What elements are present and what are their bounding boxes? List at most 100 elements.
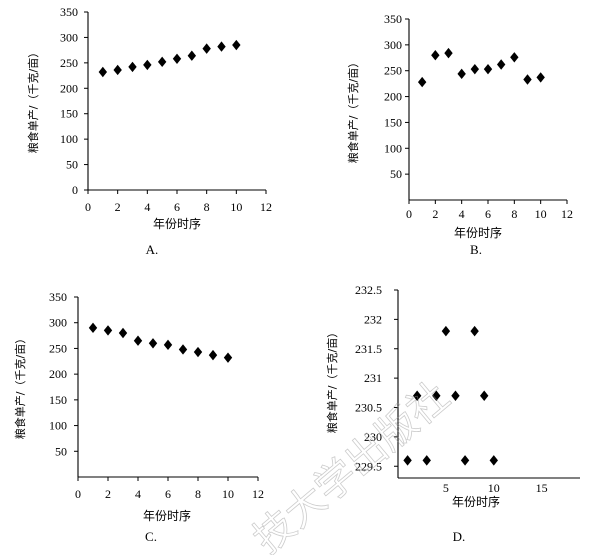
y-tick-label: 50	[390, 167, 402, 181]
x-tick-label: 2	[105, 487, 111, 501]
x-tick-label: 8	[204, 200, 210, 214]
y-tick-label: 300	[49, 316, 67, 330]
y-tick-label: 350	[384, 12, 402, 26]
x-tick-label: 10	[535, 207, 547, 221]
y-axis-label: 粮食单产/（千克/亩）	[26, 47, 40, 153]
x-tick-label: 8	[195, 487, 201, 501]
data-point	[118, 327, 128, 339]
data-point	[457, 68, 466, 80]
y-tick-label: 231	[364, 371, 382, 385]
data-point	[223, 352, 233, 363]
x-tick-label: 6	[165, 487, 171, 501]
data-point	[460, 455, 470, 466]
data-point	[483, 63, 493, 75]
data-point	[432, 390, 441, 401]
data-point	[172, 53, 182, 64]
y-tick-label: 150	[60, 107, 78, 121]
panel-label: A.	[146, 242, 159, 257]
chart-panel-1: 0 50 100 150 200 250 300 350 0 2 4 6 8 10 12 年份时序 粮食单产/（…	[26, 5, 272, 257]
panel-label: D.	[453, 529, 466, 544]
x-axis-label: 年份时序	[153, 216, 201, 231]
x-tick-label: 4	[135, 487, 141, 501]
x-tick-label: 12	[561, 207, 573, 221]
y-tick-label: 50	[55, 444, 67, 458]
x-tick-label: 2	[432, 207, 438, 221]
x-tick-label: 4	[459, 207, 465, 221]
data-point	[470, 325, 479, 337]
data-point	[143, 59, 152, 71]
x-tick-label: 5	[443, 481, 449, 495]
panel-label: B.	[470, 242, 482, 257]
y-tick-label: 250	[384, 64, 402, 78]
y-tick-label: 229.5	[355, 459, 382, 473]
data-point	[148, 338, 158, 349]
y-axis-label: 粮食单产/（千克/亩）	[346, 57, 360, 163]
data-point	[232, 39, 241, 51]
y-tick-label: 0	[72, 183, 78, 197]
y-tick-label: 250	[60, 56, 78, 70]
y-tick-label: 100	[60, 132, 78, 146]
y-axis-label: 粮食单产/（千克/亩）	[13, 333, 27, 439]
x-tick-label: 0	[85, 200, 91, 214]
data-point	[193, 346, 203, 358]
x-tick-label: 4	[144, 200, 150, 214]
x-axis-label: 年份时序	[452, 494, 500, 509]
chart-panel-4: 229.5 230 230.5 231 231.5 232 232.5 5 10 15 年份时序 粮食…	[325, 283, 580, 544]
panel-label: C.	[145, 529, 157, 544]
x-tick-label: 12	[252, 487, 264, 501]
y-tick-label: 50	[66, 158, 78, 172]
data-point	[470, 63, 480, 75]
data-point	[88, 322, 98, 334]
data-point	[202, 43, 211, 54]
data-point	[496, 59, 506, 70]
y-tick-label: 200	[49, 367, 67, 381]
data-point	[98, 66, 108, 78]
data-point	[422, 455, 431, 466]
y-tick-label: 232.5	[355, 283, 382, 297]
data-point	[417, 76, 427, 88]
y-tick-label: 350	[49, 290, 67, 304]
x-tick-label: 0	[75, 487, 81, 501]
chart-panel-3: 50 100 150 200 250 300 350 0 2 4 6 8 10 12 年份时序 粮食单产/（千…	[13, 290, 264, 544]
data-point	[133, 335, 143, 346]
data-point	[444, 47, 453, 59]
y-tick-label: 300	[60, 30, 78, 44]
data-point	[103, 325, 113, 336]
x-tick-label: 10	[230, 200, 242, 214]
data-point	[451, 390, 460, 401]
chart-panel-2: 50 100 150 200 250 300 350 0 2 4 6 8 10 12 年份时序 粮食单产/（千…	[346, 12, 573, 257]
x-tick-label: 0	[406, 207, 412, 221]
data-point	[441, 325, 451, 337]
data-point	[208, 349, 218, 361]
data-point	[128, 61, 137, 73]
data-point	[217, 41, 226, 52]
y-tick-label: 200	[384, 90, 402, 104]
data-point	[163, 339, 173, 351]
y-tick-label: 231.5	[355, 342, 382, 356]
y-tick-label: 200	[60, 81, 78, 95]
x-tick-label: 6	[174, 200, 180, 214]
y-tick-label: 150	[384, 115, 402, 129]
y-tick-label: 150	[49, 393, 67, 407]
y-tick-label: 230.5	[355, 401, 382, 415]
data-point	[523, 74, 532, 85]
data-point	[489, 455, 498, 466]
x-tick-label: 2	[115, 200, 121, 214]
x-axis-label: 年份时序	[454, 225, 502, 240]
data-point	[412, 390, 422, 401]
y-axis-label: 粮食单产/（千克/亩）	[325, 327, 339, 433]
y-tick-label: 250	[49, 341, 67, 355]
data-point	[403, 455, 412, 466]
x-axis-label: 年份时序	[143, 508, 191, 523]
data-point	[113, 64, 122, 76]
data-point	[431, 50, 440, 61]
data-point	[178, 344, 188, 355]
y-tick-label: 232	[364, 312, 382, 326]
y-tick-label: 300	[384, 38, 402, 52]
y-tick-label: 230	[364, 430, 382, 444]
y-tick-label: 350	[60, 5, 78, 19]
data-point	[187, 50, 197, 61]
data-point	[480, 390, 489, 401]
y-tick-label: 100	[49, 419, 67, 433]
